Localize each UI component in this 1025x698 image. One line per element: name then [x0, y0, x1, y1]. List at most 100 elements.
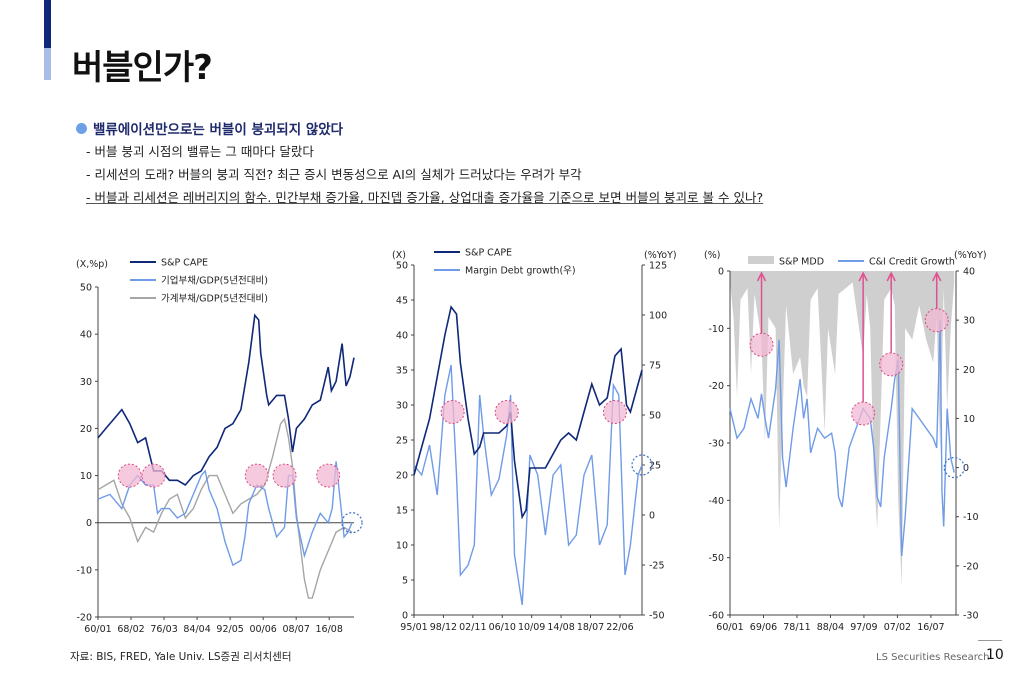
y2-tick-label: 25: [649, 461, 661, 472]
highlight-marker: [117, 463, 142, 488]
source-note: 자료: BIS, FRED, Yale Univ. LS증권 리서치센터: [70, 651, 292, 663]
highlight-marker: [440, 400, 465, 424]
highlight-marker: [272, 463, 297, 488]
highlight-marker: [924, 308, 949, 333]
y2-tick-label: 75: [649, 361, 661, 372]
y2-tick-label: 20: [963, 365, 975, 376]
chart-margin-debt: (X) (%YoY) 0 5 10 15 20 25 30 35 40 45 50 -50 -25 0 25 50…: [392, 248, 677, 634]
dotted-highlight-marker: [943, 456, 965, 479]
y2-tick-label: -50: [649, 611, 665, 622]
unit-label: (X,%p): [76, 259, 108, 270]
x-tick-label: 92/05: [216, 624, 243, 635]
bullet-dot-icon: [76, 122, 87, 134]
series-line-2: [97, 417, 353, 599]
arrow-head-icon: [858, 271, 868, 282]
chart-debt-cape: (X,%p) -20 -10 0 10 20 30 40 50 60/01 68/02 76/03 84…: [76, 258, 363, 635]
y-tick-label: 35: [396, 366, 408, 377]
x-tick-label: 22/06: [606, 622, 633, 633]
highlight-marker: [749, 332, 774, 357]
y-tick-label: 45: [396, 296, 408, 307]
legend-corp-debt-label: 기업부채/GDP(5년전대비): [161, 275, 268, 287]
unit-left: (%): [704, 250, 720, 261]
y-tick-label: 30: [396, 401, 408, 412]
x-tick-label: 69/06: [750, 622, 777, 633]
legend-margin-debt-label: Margin Debt growth(우): [465, 266, 576, 277]
y-tick-label: -20: [708, 381, 724, 392]
y-tick-label: -20: [76, 613, 92, 624]
y-tick-label: 5: [402, 576, 408, 587]
y2-tick-label: 30: [963, 316, 975, 327]
unit-left: (X): [392, 250, 406, 261]
x-tick-label: 88/04: [817, 622, 844, 633]
x-tick-label: 00/06: [249, 624, 276, 635]
dotted-highlight-marker: [341, 512, 363, 534]
series-line-ci-credit: [729, 320, 955, 557]
unit-right: (%YoY): [954, 250, 987, 261]
chart-mdd-credit: (%) (%YoY) -60 -50 -40 -30 -20 -10 0 -30 -20 -10 0 10…: [704, 250, 987, 633]
series-line-cape: [413, 305, 643, 520]
y-tick-label: 0: [86, 518, 92, 529]
highlight-marker: [879, 352, 904, 377]
highlight-marker: [141, 463, 166, 488]
y2-tick-label: -30: [963, 611, 979, 622]
y-tick-label: 50: [80, 283, 92, 294]
x-tick-label: 84/04: [183, 624, 210, 635]
y2-tick-label: -25: [649, 561, 665, 572]
y-tick-label: -50: [708, 553, 724, 564]
series-line-margin-debt: [413, 364, 643, 606]
y2-tick-label: 100: [649, 311, 667, 322]
legend-ci-credit-label: C&I Credit Growth: [869, 257, 955, 268]
series-line-1: [97, 461, 353, 567]
page-title: 버블인가?: [72, 48, 213, 88]
legend-mdd-swatch: [748, 256, 774, 264]
x-tick-label: 98/12: [430, 622, 457, 633]
y2-tick-label: 125: [649, 261, 667, 272]
y-tick-label: 25: [396, 436, 408, 447]
legend-hh-debt-label: 가계부채/GDP(5년전대비): [161, 293, 268, 305]
y-tick-label: -10: [708, 324, 724, 335]
page-divider: [978, 640, 1002, 641]
legend-cape-label: S&P CAPE: [465, 248, 512, 259]
x-tick-label: 02/11: [459, 622, 486, 633]
series-area-mdd: [730, 271, 955, 587]
y-tick-label: -30: [708, 439, 724, 450]
accent-bar: [44, 0, 51, 80]
y-tick-label: 0: [402, 611, 408, 622]
x-tick-label: 68/02: [117, 624, 144, 635]
highlight-marker: [316, 463, 341, 488]
x-tick-label: 16/07: [917, 622, 944, 633]
y-tick-label: 10: [80, 471, 92, 482]
x-tick-label: 78/11: [783, 622, 810, 633]
highlight-marker: [494, 400, 519, 424]
x-tick-label: 97/09: [850, 622, 877, 633]
y-tick-label: -60: [708, 611, 724, 622]
headline: 밸류에이션만으로는 버블이 붕괴되지 않았다: [76, 118, 343, 138]
x-tick-label: 16/08: [316, 624, 343, 635]
y2-tick-label: 0: [649, 511, 655, 522]
headline-text: 밸류에이션만으로는 버블이 붕괴되지 않았다: [93, 122, 344, 138]
bullet-3: - 버블과 리세션은 레버리지의 함수. 민간부채 증가율, 마진뎁 증가율, …: [86, 190, 764, 205]
unit-right: (%YoY): [644, 250, 677, 261]
y-tick-label: -10: [76, 565, 92, 576]
x-tick-label: 08/07: [282, 624, 309, 635]
series-line-0: [97, 313, 355, 487]
y-tick-label: -40: [708, 496, 724, 507]
x-tick-label: 60/01: [84, 624, 111, 635]
highlight-marker: [602, 400, 627, 424]
y2-tick-label: 10: [963, 414, 975, 425]
y2-tick-label: -20: [963, 561, 979, 572]
bullet-2: - 리세션의 도래? 버블의 붕괴 직전? 최근 증시 변동성으로 AI의 실체…: [86, 167, 582, 182]
page-number: 10: [986, 647, 1004, 663]
x-tick-label: 06/10: [489, 622, 516, 633]
accent-bar-light: [44, 48, 51, 80]
x-tick-label: 18/07: [577, 622, 604, 633]
y-tick-label: 0: [718, 267, 724, 278]
legend-mdd-label: S&P MDD: [779, 257, 824, 268]
highlight-marker: [851, 401, 876, 426]
bullet-1: - 버블 붕괴 시점의 밸류는 그 때마다 달랐다: [86, 144, 314, 159]
y2-tick-label: -10: [963, 512, 979, 523]
x-tick-label: 60/01: [716, 622, 743, 633]
x-tick-label: 07/02: [884, 622, 911, 633]
arrow-head-icon: [932, 271, 942, 282]
y-tick-label: 20: [80, 424, 92, 435]
